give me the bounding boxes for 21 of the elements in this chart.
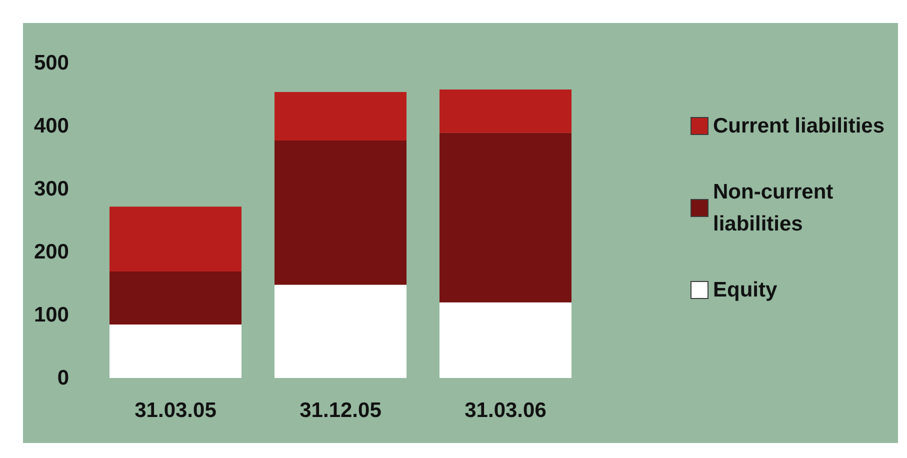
legend-label: Non-current liabilities bbox=[713, 180, 839, 236]
legend-label: Current liabilities bbox=[713, 114, 885, 138]
bar bbox=[110, 272, 242, 324]
y-tick-label: 200 bbox=[34, 240, 69, 264]
x-tick-label: 31.12.05 bbox=[300, 399, 382, 422]
bar bbox=[274, 140, 406, 285]
x-tick-label: 31.03.06 bbox=[464, 399, 546, 422]
y-tick-label: 500 bbox=[34, 52, 69, 74]
y-tick-label: 100 bbox=[34, 304, 69, 326]
y-tick-label: 0 bbox=[57, 366, 69, 390]
bar bbox=[274, 284, 406, 378]
bar bbox=[110, 206, 242, 272]
bar bbox=[110, 324, 242, 378]
x-tick-label: 31.03.05 bbox=[134, 399, 217, 422]
bar bbox=[274, 92, 406, 140]
legend-label: Equity bbox=[713, 278, 778, 302]
y-tick-label: 400 bbox=[34, 114, 69, 138]
y-tick-label: 300 bbox=[34, 178, 69, 200]
bar bbox=[440, 132, 572, 302]
bar bbox=[440, 89, 572, 133]
bar bbox=[440, 302, 572, 378]
